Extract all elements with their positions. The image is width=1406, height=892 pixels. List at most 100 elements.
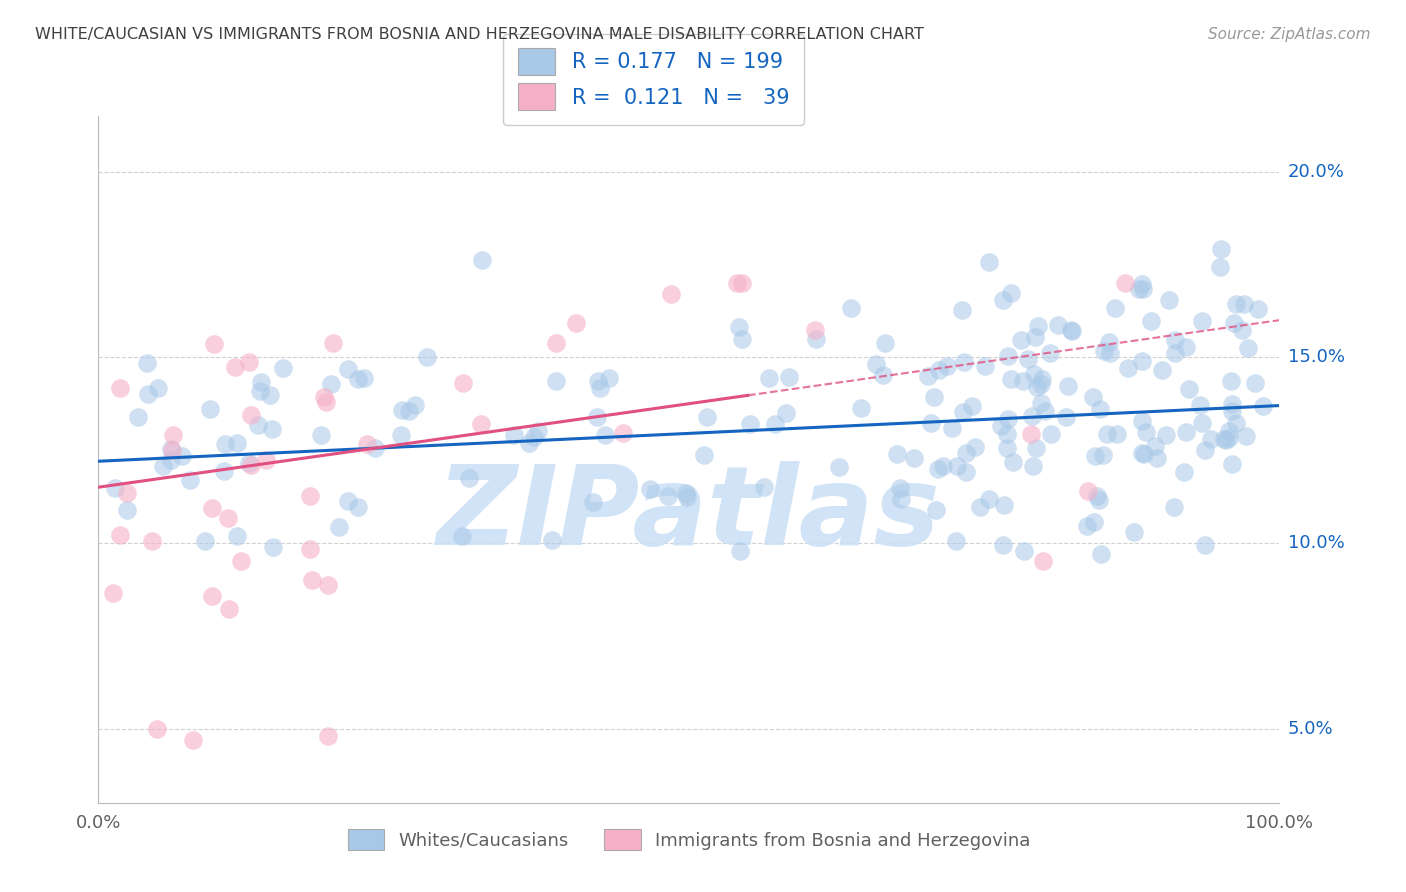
Point (920, 416, 942, 430)
Point (1031, 372, 1053, 386)
Point (586, 410, 609, 425)
Point (693, 448, 716, 462)
Point (198, 401, 221, 416)
Point (1218, 431, 1240, 445)
Point (336, 494, 359, 508)
Point (1104, 301, 1126, 316)
Point (657, 489, 679, 503)
Point (1128, 282, 1150, 296)
Point (1144, 439, 1167, 453)
Point (1247, 302, 1270, 317)
Point (262, 422, 284, 436)
Point (337, 361, 360, 376)
Point (1232, 297, 1254, 311)
Point (299, 489, 322, 503)
Point (259, 388, 281, 402)
Point (247, 418, 270, 433)
Point (301, 573, 323, 587)
Point (1092, 343, 1115, 358)
Point (451, 376, 474, 390)
Point (851, 401, 873, 415)
Point (1222, 316, 1244, 330)
Point (962, 400, 984, 414)
Point (1091, 449, 1114, 463)
Point (1189, 398, 1212, 412)
Point (1191, 416, 1213, 430)
Point (828, 459, 851, 474)
Point (1028, 318, 1050, 333)
Text: 5.0%: 5.0% (1288, 720, 1333, 738)
Point (1130, 414, 1153, 428)
Point (1154, 427, 1177, 442)
Point (925, 503, 948, 517)
Point (201, 590, 224, 604)
Point (101, 586, 124, 600)
Point (565, 317, 588, 331)
Point (214, 437, 236, 451)
Point (1234, 429, 1257, 443)
Point (763, 417, 786, 431)
Point (136, 386, 159, 401)
Point (226, 529, 249, 543)
Point (1002, 455, 1025, 469)
Point (1150, 363, 1173, 377)
Point (1122, 524, 1144, 539)
Point (995, 441, 1018, 455)
Point (159, 442, 181, 457)
Point (696, 410, 718, 425)
Point (675, 486, 697, 500)
Point (544, 375, 567, 389)
Point (969, 500, 991, 514)
Point (752, 480, 775, 494)
Point (110, 528, 132, 542)
Point (1019, 427, 1042, 442)
Point (638, 483, 661, 497)
Point (955, 446, 977, 460)
Point (1076, 519, 1098, 533)
Point (612, 426, 634, 441)
Point (1022, 458, 1045, 473)
Point (582, 495, 605, 509)
Point (201, 500, 224, 515)
Point (1017, 351, 1039, 366)
Point (218, 601, 240, 615)
Point (1173, 466, 1195, 480)
Point (1174, 425, 1197, 440)
Point (1230, 323, 1253, 337)
Text: ZIPatlas: ZIPatlas (437, 461, 941, 568)
Point (1088, 492, 1111, 507)
Point (240, 408, 263, 422)
Point (179, 473, 201, 487)
Point (1132, 447, 1154, 461)
Point (865, 357, 887, 371)
Point (731, 332, 754, 346)
Point (1057, 379, 1080, 393)
Point (1084, 450, 1107, 464)
Point (254, 452, 277, 467)
Point (136, 356, 159, 370)
Point (398, 403, 420, 417)
Point (1025, 441, 1047, 455)
Point (727, 319, 749, 334)
Point (977, 492, 1000, 507)
Point (309, 428, 332, 442)
Point (932, 459, 955, 474)
Point (1132, 282, 1154, 296)
Point (517, 436, 540, 450)
Point (1114, 276, 1136, 290)
Point (1222, 457, 1244, 471)
Point (890, 491, 912, 506)
Point (1098, 345, 1121, 359)
Point (356, 436, 378, 450)
Point (298, 542, 321, 557)
Point (1014, 544, 1036, 558)
Point (152, 459, 174, 474)
Point (1095, 426, 1118, 441)
Point (527, 424, 550, 438)
Point (364, 441, 387, 455)
Point (316, 578, 339, 592)
Point (1218, 424, 1240, 438)
Point (953, 355, 976, 369)
Point (458, 471, 481, 485)
Point (523, 430, 546, 444)
